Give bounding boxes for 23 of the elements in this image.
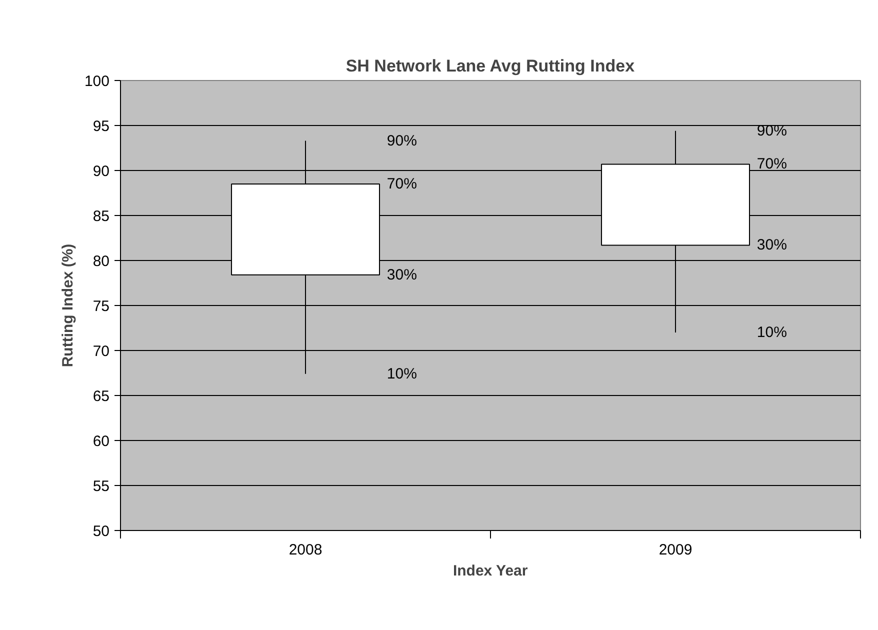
annotation: 30% [756, 236, 787, 254]
y-tick-label: 65 [92, 388, 110, 405]
annotation: 90% [386, 132, 417, 150]
annotation: 30% [386, 266, 417, 284]
y-tick-label: 85 [92, 208, 110, 225]
x-tick-label: 2008 [288, 542, 322, 558]
x-tick-label: 2009 [658, 542, 692, 558]
y-tick-label: 75 [92, 298, 110, 315]
annotation: 10% [386, 365, 417, 382]
y-tick-label: 70 [92, 343, 110, 360]
y-tick-label: 100 [84, 73, 110, 90]
x-axis-title: Index Year [452, 562, 528, 580]
y-tick-label: 90 [92, 163, 110, 180]
y-tick-label: 50 [92, 523, 110, 540]
annotation: 70% [386, 176, 417, 192]
y-axis-title: Rutting Index (%) [59, 244, 76, 368]
annotation: 70% [756, 156, 787, 173]
annotation: 10% [756, 324, 787, 341]
y-tick-label: 55 [92, 478, 110, 495]
y-tick-label: 80 [92, 253, 110, 270]
chart-title: SH Network Lane Avg Rutting Index [346, 56, 636, 76]
y-tick-label: 95 [92, 118, 110, 135]
y-tick-label: 60 [92, 433, 110, 450]
